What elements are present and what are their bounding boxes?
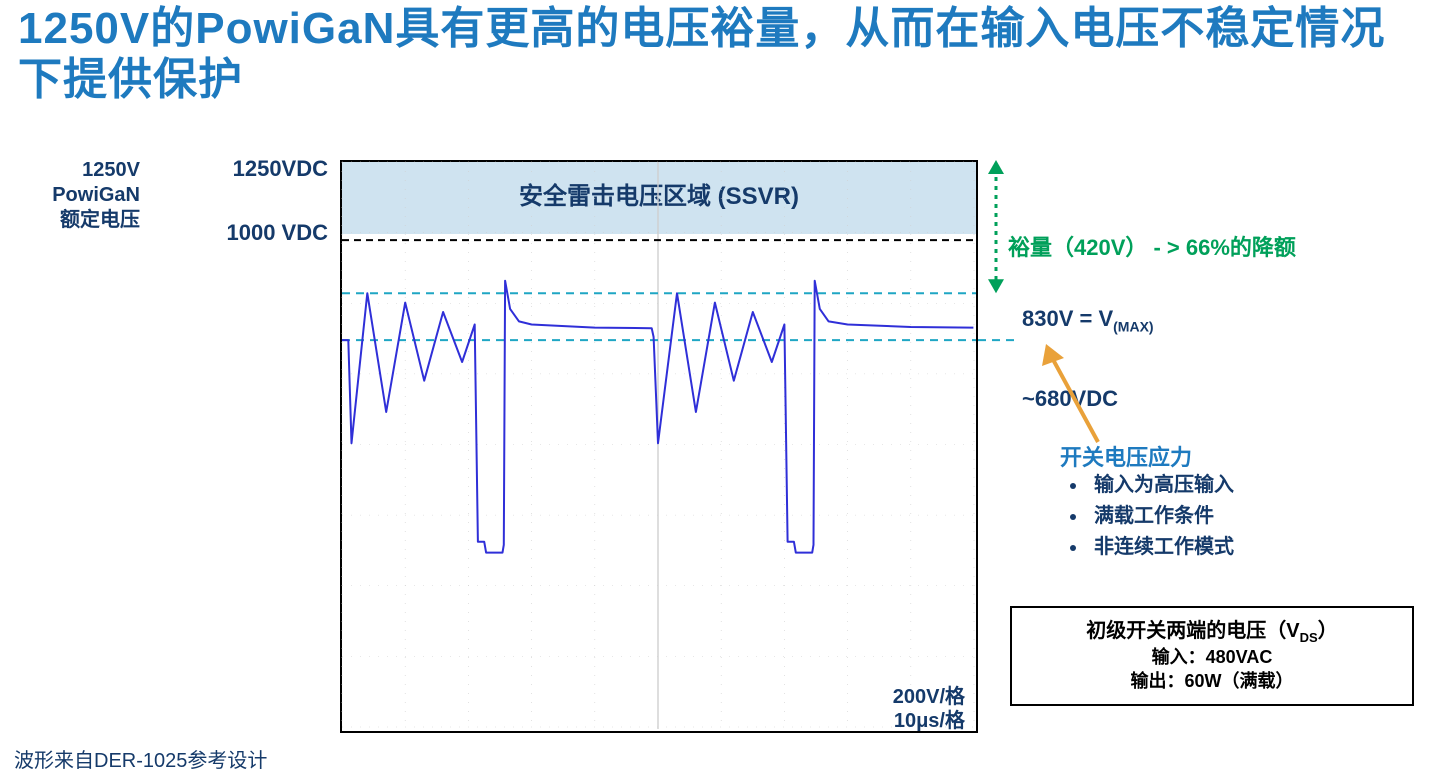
amber-arrow <box>1030 336 1120 456</box>
vds-title: 初级开关两端的电压（VDS） <box>1020 614 1404 645</box>
ytick-1250: 1250VDC <box>160 156 328 182</box>
page-title: 1250V的PowiGaN具有更高的电压裕量，从而在输入电压不稳定情况下提供保护 <box>18 4 1418 105</box>
vds-title-sub: DS <box>1300 630 1318 645</box>
stress-item: 输入为高压输入 <box>1060 470 1400 501</box>
footer-ref: 波形来自DER-1025参考设计 <box>14 744 267 772</box>
stress-list: 输入为高压输入 满载工作条件 非连续工作模式 <box>1060 470 1400 563</box>
x-scale: 10μs/格 <box>855 709 965 733</box>
stress-item-text: 输入为高压输入 <box>1094 470 1234 501</box>
vds-title-suffix: ） <box>1318 620 1338 642</box>
stress-item: 满载工作条件 <box>1060 501 1400 532</box>
rating-l3: 额定电压 <box>10 208 140 233</box>
margin-label: 裕量（420V） - > 66%的降额 <box>1008 230 1296 262</box>
vmax-prefix: 830V = V <box>1022 306 1113 331</box>
vmax-sub: (MAX) <box>1113 318 1153 334</box>
vds-box: 初级开关两端的电压（VDS） 输入：480VAC 输出：60W（满载） <box>1010 606 1414 706</box>
scope-frame <box>340 160 978 733</box>
rating-l2: PowiGaN <box>10 183 140 208</box>
scope-scale: 200V/格 10μs/格 <box>855 685 965 733</box>
vmax-label: 830V = V(MAX) <box>1022 306 1154 334</box>
rating-l1: 1250V <box>10 158 140 183</box>
ytick-1000: 1000 VDC <box>160 220 328 246</box>
vds-line2: 输出：60W（满载） <box>1020 669 1404 693</box>
y-scale: 200V/格 <box>855 685 965 709</box>
bullet-icon <box>1070 483 1076 489</box>
stress-item-text: 满载工作条件 <box>1094 501 1214 532</box>
bullet-icon <box>1070 514 1076 520</box>
margin-arrow <box>984 158 1014 298</box>
vds-line1: 输入：480VAC <box>1020 645 1404 669</box>
stress-item: 非连续工作模式 <box>1060 532 1400 563</box>
stress-item-text: 非连续工作模式 <box>1094 532 1234 563</box>
bullet-icon <box>1070 545 1076 551</box>
rating-label: 1250V PowiGaN 额定电压 <box>10 158 140 233</box>
vds-title-prefix: 初级开关两端的电压（V <box>1086 620 1299 642</box>
stress-title: 开关电压应力 <box>1060 440 1192 472</box>
